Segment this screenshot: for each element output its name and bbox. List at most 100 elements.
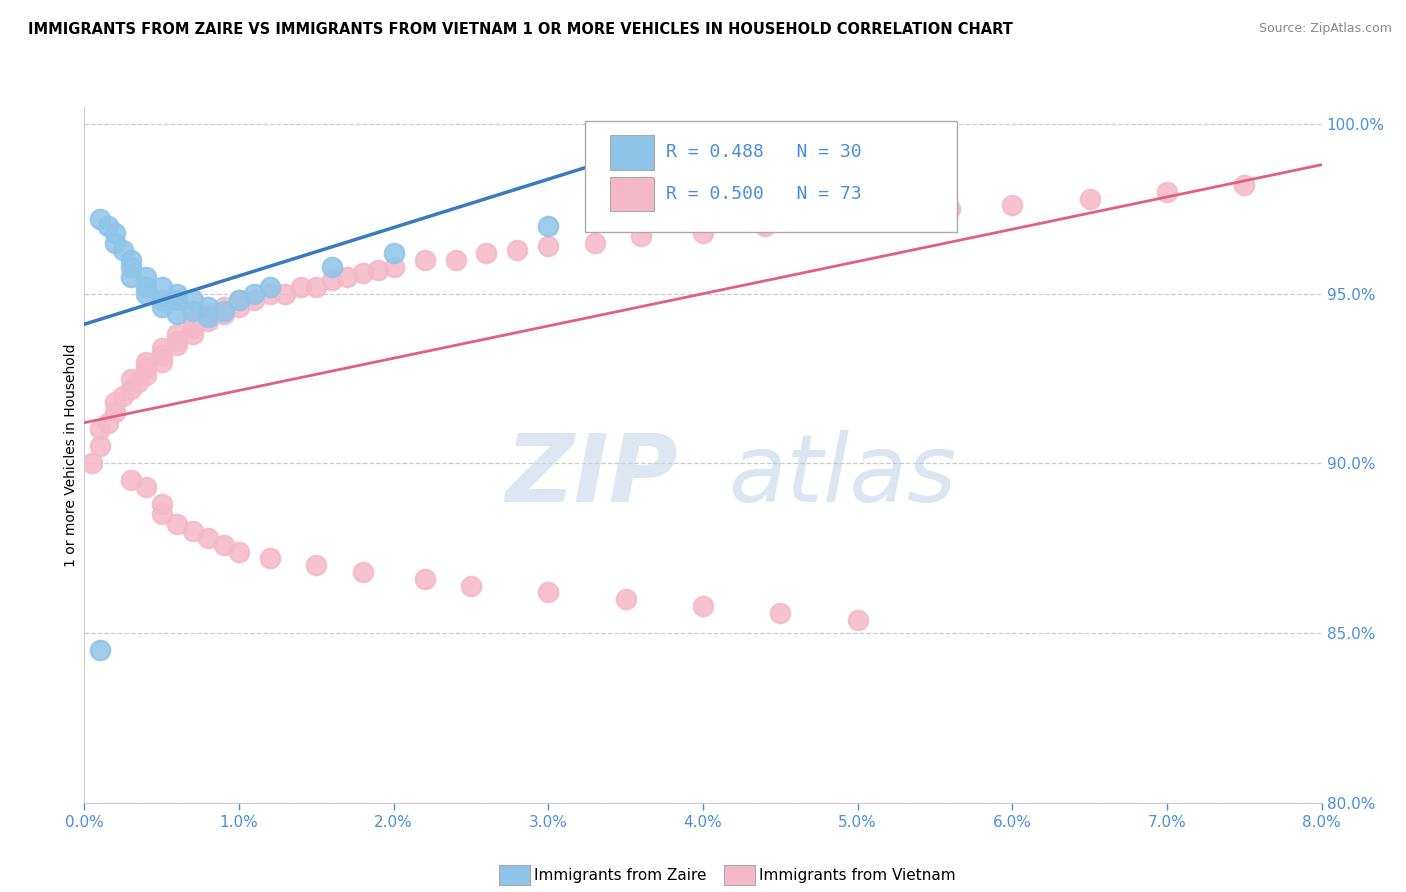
Point xyxy=(82,457,104,471)
Text: R = 0.500   N = 73: R = 0.500 N = 73 xyxy=(666,185,862,203)
Text: Source: ZipAtlas.com: Source: ZipAtlas.com xyxy=(1258,22,1392,36)
Point xyxy=(228,293,250,308)
Point xyxy=(120,252,142,267)
Point xyxy=(128,375,150,389)
Point xyxy=(104,405,127,419)
Point xyxy=(181,303,204,318)
Point xyxy=(96,416,120,430)
Point xyxy=(120,371,142,385)
Point xyxy=(135,286,157,301)
Point xyxy=(197,314,219,328)
Point xyxy=(197,310,219,325)
Point xyxy=(181,320,204,334)
Text: IMMIGRANTS FROM ZAIRE VS IMMIGRANTS FROM VIETNAM 1 OR MORE VEHICLES IN HOUSEHOLD: IMMIGRANTS FROM ZAIRE VS IMMIGRANTS FROM… xyxy=(28,22,1012,37)
Point xyxy=(166,327,188,342)
Point xyxy=(537,585,560,599)
Point xyxy=(460,578,482,592)
Text: Immigrants from Zaire: Immigrants from Zaire xyxy=(534,869,707,883)
Point xyxy=(243,293,266,308)
Point xyxy=(692,599,714,613)
Point xyxy=(96,219,120,233)
Point xyxy=(413,252,436,267)
Point xyxy=(583,235,606,250)
Point xyxy=(305,280,328,294)
Point xyxy=(537,239,560,253)
Point xyxy=(846,613,869,627)
Point xyxy=(197,307,219,321)
Point xyxy=(352,266,374,280)
Point xyxy=(336,269,359,284)
Point xyxy=(135,280,157,294)
Point xyxy=(321,273,343,287)
Point xyxy=(112,243,135,257)
Point xyxy=(444,252,467,267)
Point xyxy=(228,544,250,558)
Point xyxy=(305,558,328,573)
Point xyxy=(506,243,529,257)
Point xyxy=(150,348,173,362)
Point xyxy=(181,293,204,308)
Point xyxy=(120,382,142,396)
Point xyxy=(166,517,188,532)
Bar xyxy=(610,177,654,211)
Text: Immigrants from Vietnam: Immigrants from Vietnam xyxy=(759,869,956,883)
Point xyxy=(939,202,962,216)
Point xyxy=(135,480,157,494)
Bar xyxy=(610,135,654,169)
Point xyxy=(135,361,157,376)
Point xyxy=(212,303,235,318)
Point xyxy=(1233,178,1256,193)
Point xyxy=(382,260,405,274)
FancyBboxPatch shape xyxy=(585,121,956,232)
Point xyxy=(150,300,173,314)
Point xyxy=(1001,198,1024,212)
Point xyxy=(321,260,343,274)
Point xyxy=(352,565,374,579)
Point xyxy=(630,229,652,244)
Point xyxy=(243,286,266,301)
Point xyxy=(150,341,173,355)
Point xyxy=(1078,192,1101,206)
Point xyxy=(259,280,281,294)
Point xyxy=(181,314,204,328)
Point xyxy=(181,327,204,342)
Point xyxy=(259,551,281,566)
Point xyxy=(120,269,142,284)
Point xyxy=(89,422,111,436)
Point xyxy=(89,212,111,227)
Point xyxy=(197,531,219,545)
Point xyxy=(692,202,714,216)
Point xyxy=(212,538,235,552)
Point xyxy=(166,334,188,349)
Point xyxy=(259,286,281,301)
Point xyxy=(166,307,188,321)
Point xyxy=(382,246,405,260)
Point xyxy=(537,219,560,233)
Point xyxy=(150,293,173,308)
Point xyxy=(166,293,188,308)
Point xyxy=(166,337,188,351)
Y-axis label: 1 or more Vehicles in Household: 1 or more Vehicles in Household xyxy=(65,343,79,566)
Point xyxy=(89,439,111,453)
Point xyxy=(1156,185,1178,199)
Text: R = 0.488   N = 30: R = 0.488 N = 30 xyxy=(666,144,862,161)
Point xyxy=(877,209,900,223)
Point xyxy=(815,212,838,227)
Point xyxy=(197,300,219,314)
Point xyxy=(150,280,173,294)
Point xyxy=(150,354,173,368)
Point xyxy=(614,592,637,607)
Point xyxy=(181,524,204,539)
Point xyxy=(104,395,127,409)
Point xyxy=(413,572,436,586)
Text: atlas: atlas xyxy=(728,430,956,521)
Point xyxy=(228,300,250,314)
Point xyxy=(769,606,792,620)
Point xyxy=(104,226,127,240)
Point xyxy=(290,280,312,294)
Point xyxy=(135,354,157,368)
Point xyxy=(89,643,111,657)
Point xyxy=(367,263,389,277)
Point xyxy=(274,286,297,301)
Point xyxy=(212,300,235,314)
